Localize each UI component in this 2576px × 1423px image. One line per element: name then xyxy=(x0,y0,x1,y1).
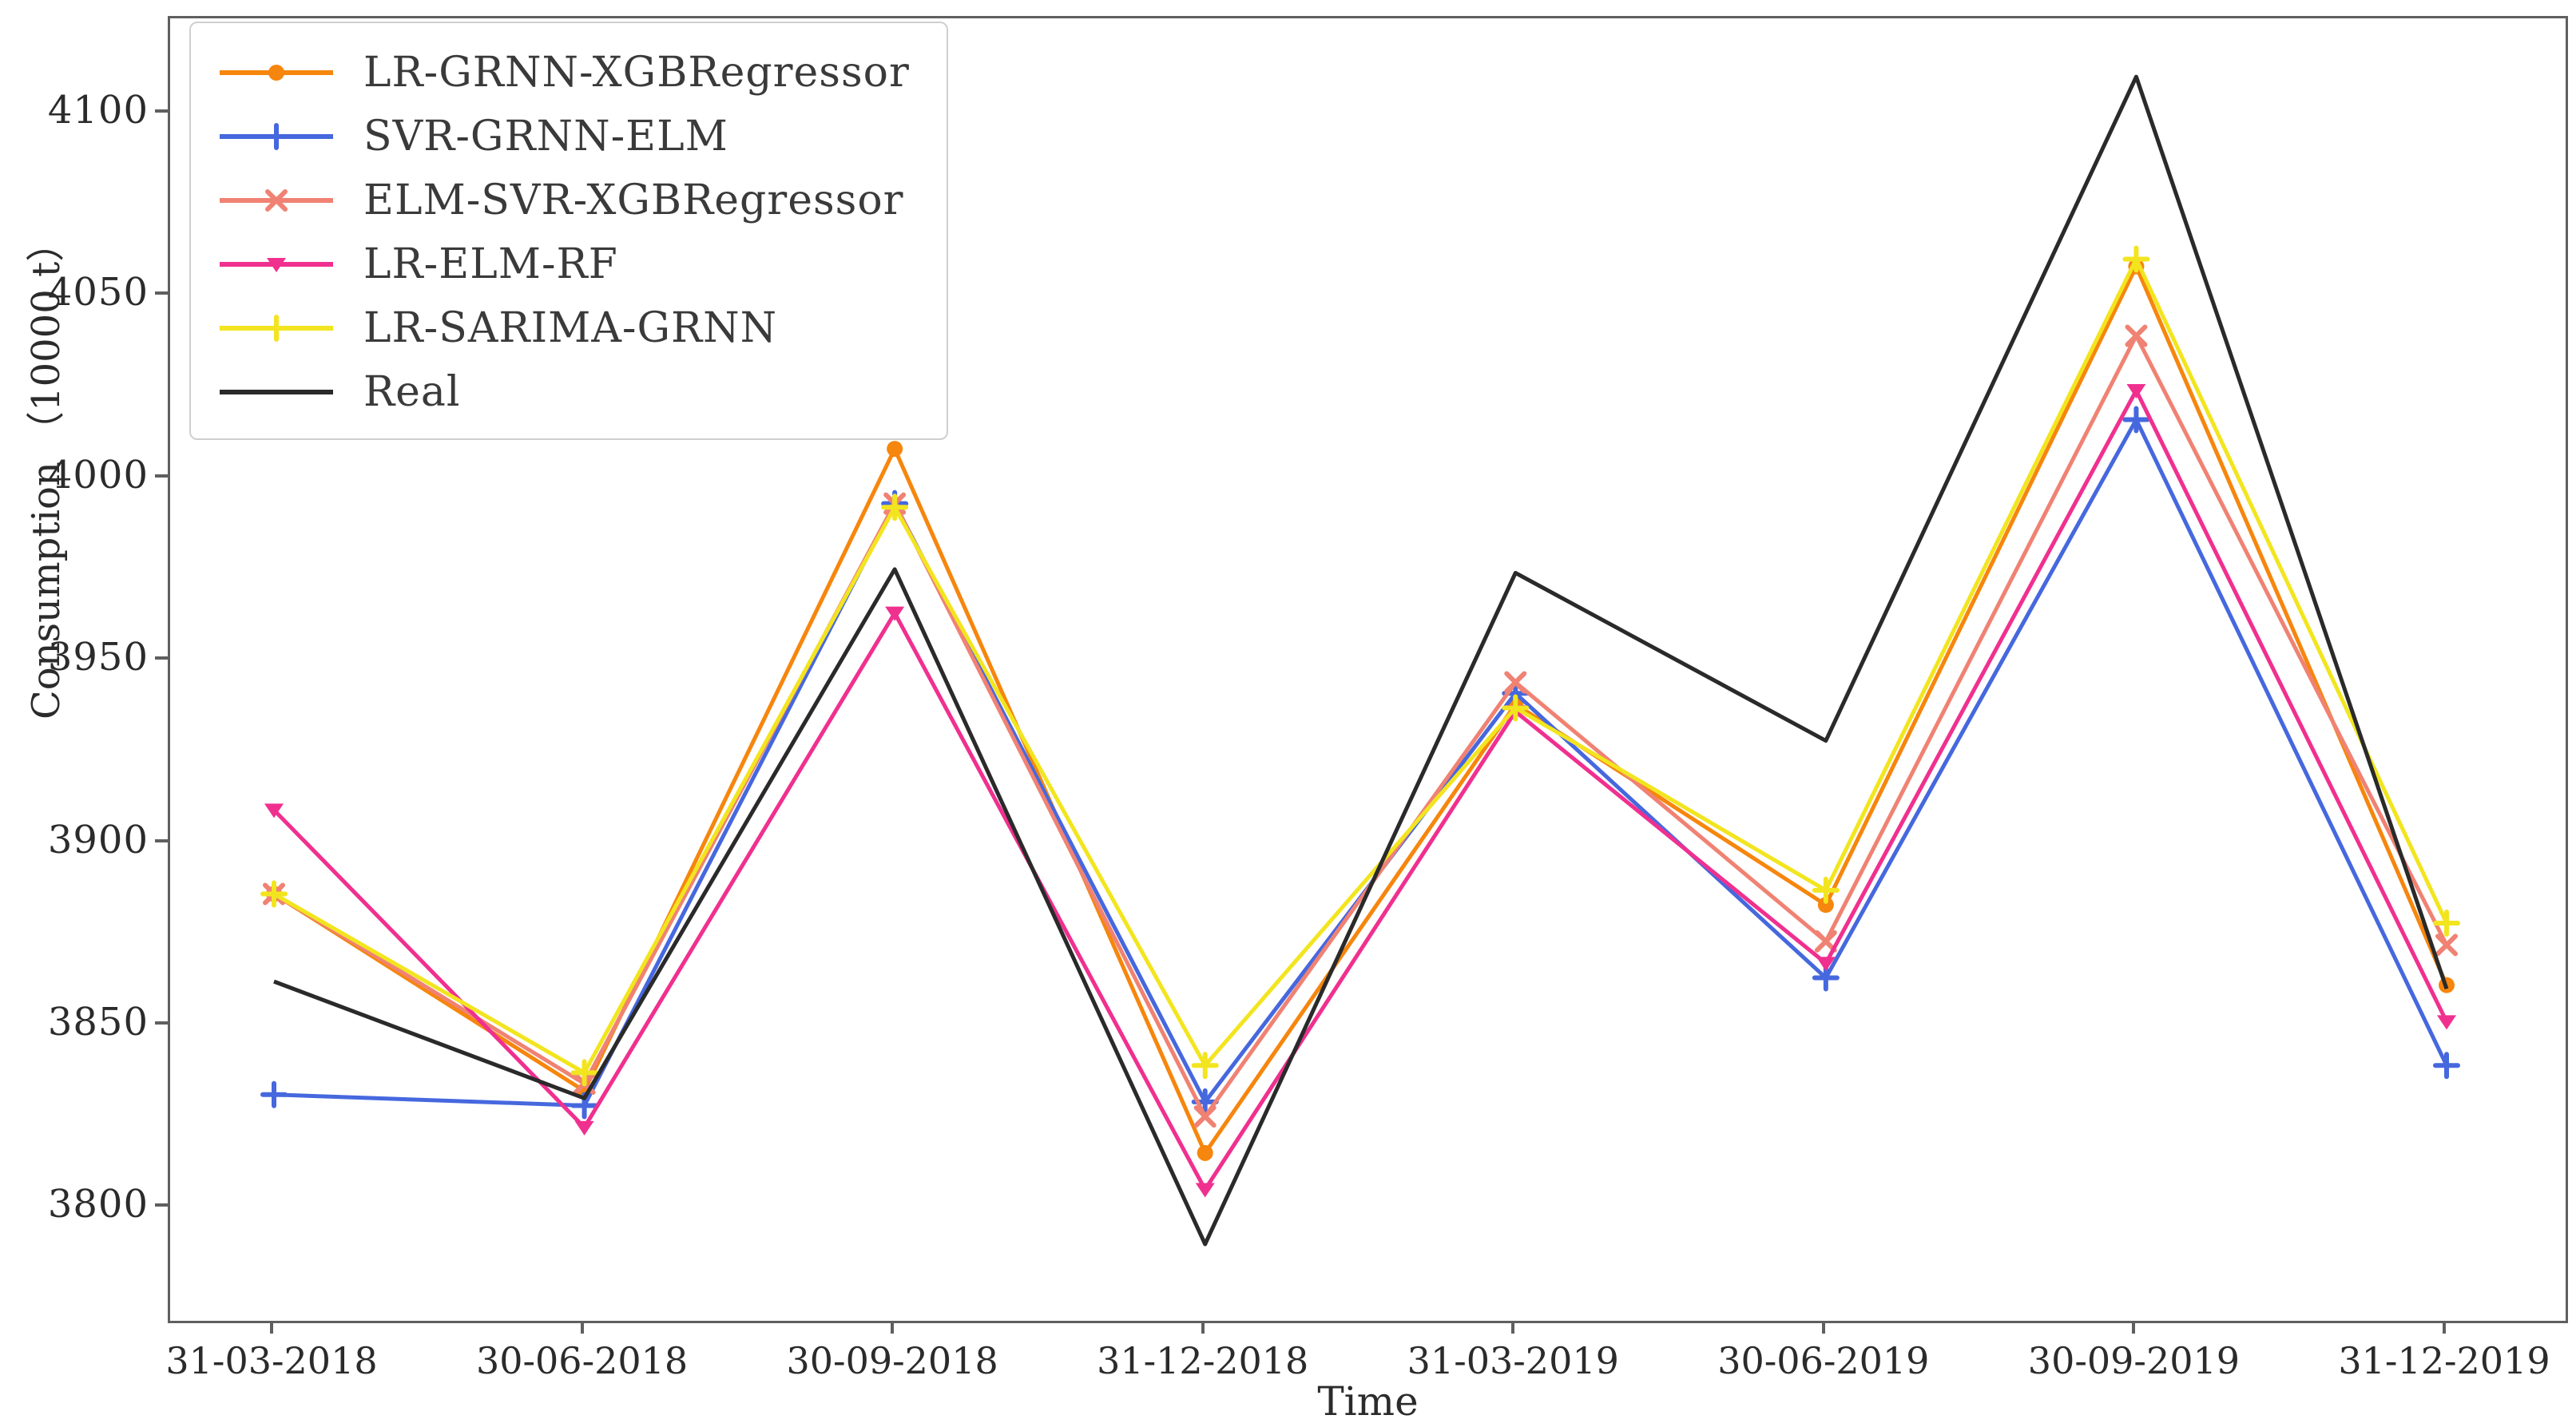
legend-swatch xyxy=(220,390,333,394)
series-LR-SARIMA-GRNN xyxy=(260,245,2460,1087)
legend-item-Real: Real xyxy=(216,370,910,414)
x-tick-label: 31-03-2018 xyxy=(165,1339,378,1382)
plus-marker xyxy=(1812,876,1840,904)
y-tick-mark xyxy=(155,109,168,113)
x-tick-label: 30-09-2019 xyxy=(2027,1339,2241,1382)
x-tick-mark xyxy=(580,1321,584,1334)
x-tick-mark xyxy=(270,1321,273,1334)
plus-marker xyxy=(570,1059,598,1087)
series-line-LR-SARIMA-GRNN xyxy=(272,257,2449,1075)
plus-marker xyxy=(2432,1052,2460,1080)
plus-marker xyxy=(260,1080,288,1108)
chart-canvas xyxy=(260,74,2460,1247)
plus-marker xyxy=(260,880,288,908)
series-Real xyxy=(273,74,2449,1247)
x-marker xyxy=(1193,1105,1217,1128)
triangle-down-marker xyxy=(885,606,905,621)
triangle-down-marker xyxy=(1195,1183,1215,1198)
y-tick-label: 3950 xyxy=(47,635,149,680)
x-tick-mark xyxy=(891,1321,895,1334)
y-tick-label: 4100 xyxy=(47,87,149,133)
x-tick-mark xyxy=(2442,1321,2446,1334)
y-tick-label: 3800 xyxy=(47,1182,149,1227)
plus-marker xyxy=(263,315,290,342)
triangle-down-marker xyxy=(264,803,284,819)
x-marker xyxy=(2125,324,2148,347)
series-ELM-SVR-XGBRegressor xyxy=(263,324,2458,1128)
x-marker xyxy=(2435,933,2458,957)
legend-label: SVR-GRNN-ELM xyxy=(363,113,728,161)
y-tick-label: 3850 xyxy=(47,999,149,1044)
triangle-down-marker xyxy=(574,1120,594,1136)
legend-label: LR-GRNN-XGBRegressor xyxy=(363,49,910,97)
y-tick-label: 4050 xyxy=(47,270,149,315)
x-tick-mark xyxy=(1201,1321,1205,1334)
legend-swatch xyxy=(220,65,333,81)
legend-swatch xyxy=(220,189,333,212)
legend-item-LR-SARIMA-GRNN: LR-SARIMA-GRNN xyxy=(216,306,910,351)
triangle-down-marker xyxy=(1816,957,1836,972)
legend-label: ELM-SVR-XGBRegressor xyxy=(363,176,904,224)
x-tick-label: 30-06-2018 xyxy=(475,1339,689,1382)
x-tick-mark xyxy=(1511,1321,1515,1334)
legend-swatch xyxy=(220,123,333,150)
legend-label: LR-SARIMA-GRNN xyxy=(363,304,778,352)
series-line-SVR-GRNN-ELM xyxy=(273,418,2449,1108)
legend-item-SVR-GRNN-ELM: SVR-GRNN-ELM xyxy=(216,114,910,159)
dot-marker xyxy=(268,65,284,81)
x-marker xyxy=(265,189,288,212)
plus-marker xyxy=(263,123,290,150)
plus-marker xyxy=(2122,245,2150,273)
y-tick-label: 3900 xyxy=(47,817,149,862)
x-tick-label: 30-09-2018 xyxy=(786,1339,998,1382)
x-tick-label: 30-06-2019 xyxy=(1717,1339,1930,1382)
triangle-down-marker xyxy=(2126,384,2146,398)
dot-marker xyxy=(887,441,903,458)
x-axis-title: Time xyxy=(1317,1378,1419,1423)
legend-label: Real xyxy=(363,368,461,416)
x-tick-label: 31-12-2019 xyxy=(2338,1339,2550,1382)
x-tick-mark xyxy=(1821,1321,1825,1334)
y-tick-label: 4000 xyxy=(47,452,149,497)
plus-marker xyxy=(881,493,909,521)
legend-label: LR-ELM-RF xyxy=(363,240,618,288)
legend-swatch xyxy=(220,315,333,342)
series-line-Real xyxy=(273,74,2449,1247)
y-tick-mark xyxy=(155,474,168,478)
triangle-down-marker xyxy=(2436,1015,2456,1030)
x-marker xyxy=(1504,671,1527,694)
series-line-ELM-SVR-XGBRegressor xyxy=(272,333,2449,1119)
plus-marker xyxy=(2432,910,2460,937)
legend-item-ELM-SVR-XGBRegressor: ELM-SVR-XGBRegressor xyxy=(216,178,910,223)
legend-box: LR-GRNN-XGBRegressor SVR-GRNN-ELM ELM-SVR-… xyxy=(189,22,948,440)
x-marker xyxy=(1814,930,1837,953)
y-tick-mark xyxy=(155,838,168,842)
legend-swatch xyxy=(220,258,333,272)
x-tick-label: 31-03-2019 xyxy=(1407,1339,1619,1382)
plus-marker xyxy=(1502,694,1530,722)
plus-marker xyxy=(1191,1052,1219,1080)
y-tick-mark xyxy=(155,1203,168,1207)
legend-item-LR-ELM-RF: LR-ELM-RF xyxy=(216,242,910,287)
triangle-down-marker xyxy=(267,258,286,272)
x-tick-mark xyxy=(2132,1321,2136,1334)
plus-marker xyxy=(2122,406,2150,434)
y-tick-mark xyxy=(155,656,168,660)
series-SVR-GRNN-ELM xyxy=(260,406,2460,1120)
y-tick-mark xyxy=(155,291,168,295)
legend-item-LR-GRNN-XGBRegressor: LR-GRNN-XGBRegressor xyxy=(216,50,910,95)
y-tick-mark xyxy=(155,1021,168,1025)
series-line-LR-ELM-RF xyxy=(272,388,2449,1192)
x-tick-label: 31-12-2018 xyxy=(1097,1339,1309,1382)
series-LR-ELM-RF xyxy=(264,384,2456,1198)
dot-marker xyxy=(1817,897,1834,914)
dot-marker xyxy=(1197,1144,1213,1161)
